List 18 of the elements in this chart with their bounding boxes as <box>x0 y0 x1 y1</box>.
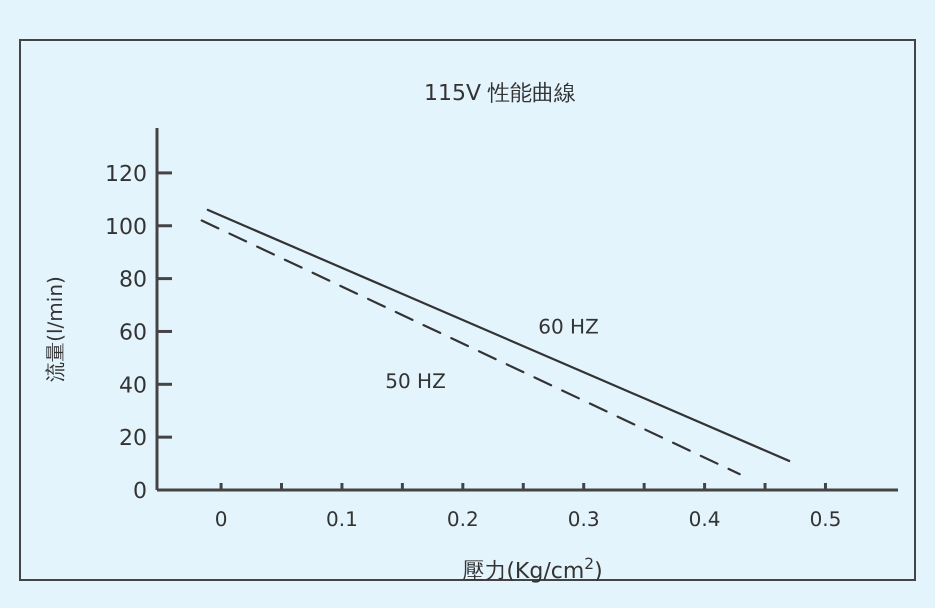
chart-title: 115V 性能曲線 <box>424 81 576 106</box>
x-tick-label: 0.4 <box>688 507 720 531</box>
y-axis-title: 流量(l/min) <box>43 276 67 382</box>
y-tick-label: 120 <box>105 162 147 187</box>
y-tick-label: 20 <box>119 426 147 452</box>
x-tick-label: 0.2 <box>446 507 479 531</box>
y-tick-label: 80 <box>119 268 147 293</box>
x-axis-title: 壓力(Kg/cm$^{2}$) <box>462 555 603 584</box>
series-label: 50 HZ <box>385 368 446 393</box>
x-tick-label: 0.1 <box>326 507 358 531</box>
y-tick-label: 40 <box>119 373 147 398</box>
y-tick-label: 0 <box>133 479 147 504</box>
x-tick-label: 0.5 <box>810 507 842 531</box>
x-tick-label: 0.3 <box>568 507 600 531</box>
y-tick-label: 100 <box>105 214 147 240</box>
series-label: 60 HZ <box>538 314 599 339</box>
y-tick-label: 60 <box>119 320 147 346</box>
x-tick-label: 0 <box>214 507 228 531</box>
